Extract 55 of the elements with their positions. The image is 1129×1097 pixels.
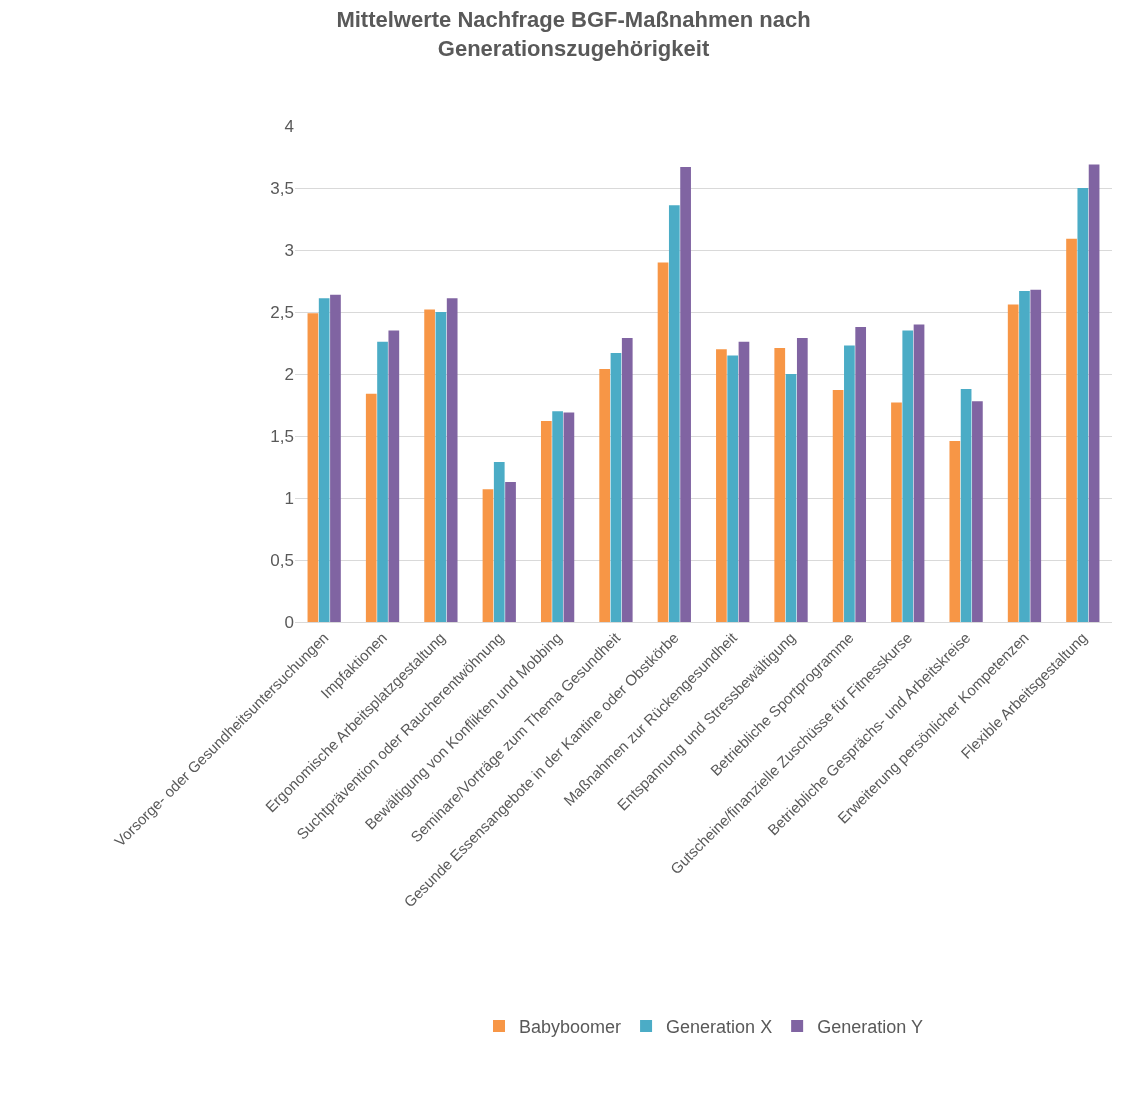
bar [621,338,633,622]
bar [424,309,435,622]
bar [563,412,575,622]
bar [493,462,505,622]
bar [902,330,914,622]
bar [891,402,902,622]
bar [832,390,844,622]
bar [540,421,552,622]
bar [738,341,750,622]
legend-label: Babyboomer [519,1016,622,1037]
legend-label: Generation X [666,1016,773,1037]
bar [446,298,458,622]
y-tick-label: 3,5 [270,178,294,198]
bar [1077,188,1089,622]
bar [435,312,447,622]
bar [388,330,400,622]
bar [1007,304,1019,622]
bar [668,205,680,622]
bar [972,401,983,622]
bar [785,374,797,622]
y-tick-label: 1,5 [270,426,294,446]
bar [796,338,808,622]
bar [482,489,494,622]
bar [960,388,972,622]
bar [552,411,563,622]
y-tick-label: 1 [284,488,294,508]
bar [307,313,319,622]
y-tick-label: 2 [284,364,294,384]
bar [716,349,727,622]
y-tick-label: 4 [284,116,294,136]
bar [727,355,739,622]
y-tick-label: 2,5 [270,302,294,322]
bar [657,262,669,622]
bar [855,326,867,622]
bar [949,440,961,622]
bar [844,345,855,622]
y-tick-label: 0,5 [270,550,294,570]
legend-label: Generation Y [817,1016,923,1037]
bar [610,352,622,622]
bar [1019,290,1030,622]
bar [318,298,330,622]
bar [330,294,341,622]
bar [1066,238,1077,622]
bar [365,393,377,622]
bar [599,369,611,622]
bar [377,341,388,622]
bar [913,324,925,622]
chart-title: Mittelwerte Nachfrage BGF-Maßnahmen nach Generationszugehörigkeit [336,7,811,62]
bar [774,347,786,622]
y-tick-label: 3 [284,240,294,260]
bar [505,481,516,622]
bar [680,166,691,622]
bar [1088,164,1100,622]
bar [1030,289,1042,622]
y-tick-label: 0 [284,612,294,632]
